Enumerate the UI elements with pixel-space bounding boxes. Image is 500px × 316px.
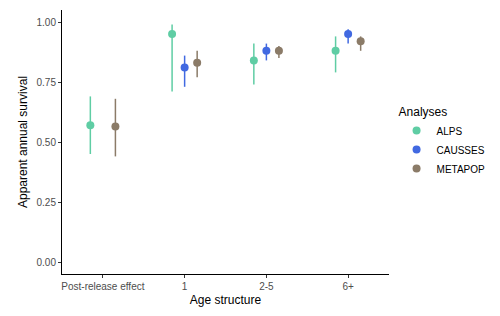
svg-text:0.00: 0.00	[37, 257, 57, 268]
svg-text:1.00: 1.00	[37, 17, 57, 28]
svg-text:Post-release effect: Post-release effect	[61, 281, 144, 292]
svg-text:2-5: 2-5	[259, 281, 274, 292]
svg-text:ALPS: ALPS	[437, 126, 463, 137]
svg-text:6+: 6+	[342, 281, 354, 292]
svg-text:1: 1	[182, 281, 188, 292]
svg-text:CAUSSES: CAUSSES	[437, 145, 485, 156]
svg-text:Analyses: Analyses	[399, 105, 448, 119]
svg-text:METAPOP: METAPOP	[437, 164, 485, 175]
svg-text:Age structure: Age structure	[190, 293, 262, 307]
svg-text:0.75: 0.75	[37, 77, 57, 88]
svg-text:Apparent annual survival: Apparent annual survival	[16, 76, 30, 208]
svg-text:0.25: 0.25	[37, 197, 57, 208]
svg-text:0.50: 0.50	[37, 137, 57, 148]
